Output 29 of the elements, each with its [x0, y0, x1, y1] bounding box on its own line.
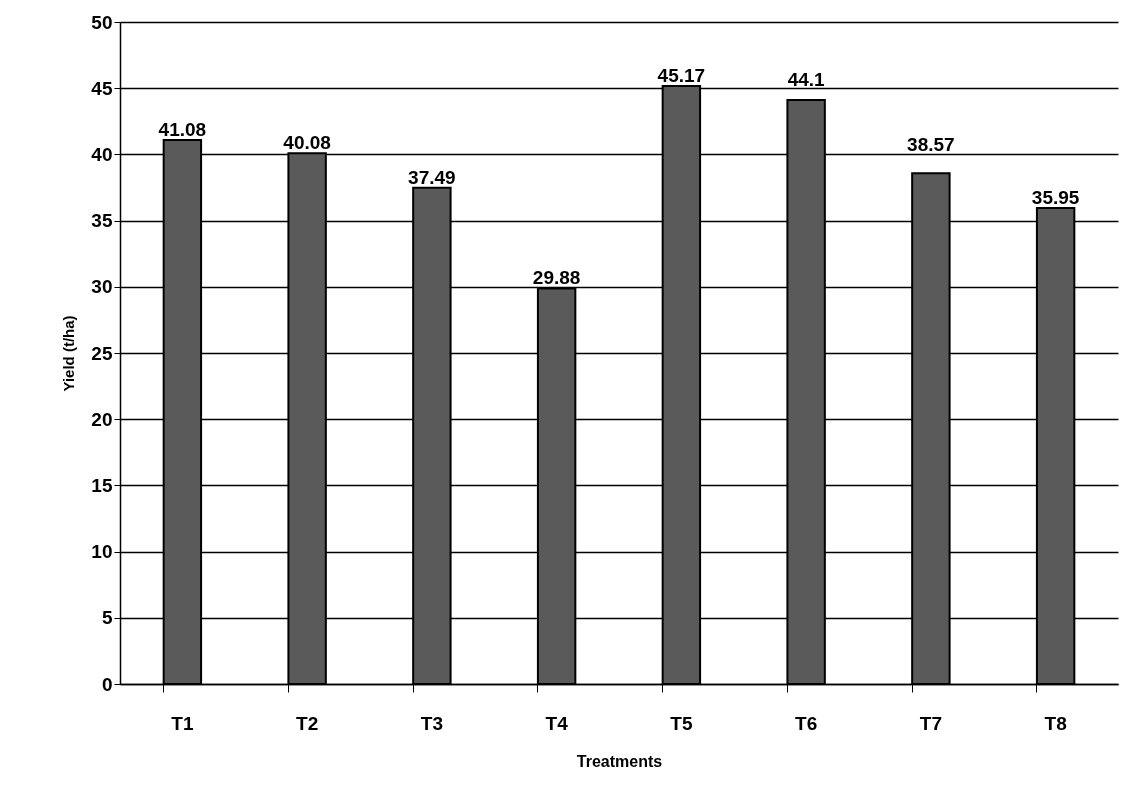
- y-tick-label: 0: [101, 673, 113, 695]
- x-tick-label: T6: [795, 712, 818, 734]
- x-tick-label: T2: [296, 712, 319, 734]
- x-axis-title: Treatments: [576, 752, 663, 770]
- x-tick-label: T3: [420, 712, 443, 734]
- data-label: 38.57: [907, 134, 955, 156]
- data-label: 40.08: [283, 132, 331, 154]
- data-label: 29.88: [532, 267, 581, 289]
- y-tick-label: 40: [91, 143, 113, 165]
- y-tick-label: 35: [91, 210, 113, 232]
- y-tick-label: 20: [91, 408, 113, 430]
- y-tick-label: 50: [91, 11, 113, 33]
- data-label: 37.49: [408, 166, 456, 188]
- x-tick-label: T4: [545, 712, 569, 734]
- y-tick-label: 25: [91, 342, 113, 364]
- data-label: 35.95: [1031, 187, 1080, 209]
- data-label: 41.08: [158, 119, 207, 141]
- x-tick-label: T1: [171, 712, 194, 734]
- y-tick-label: 5: [101, 607, 113, 629]
- y-axis-title: Yield (t/ha): [60, 315, 78, 392]
- data-label: 44.1: [787, 69, 826, 91]
- y-tick-label: 15: [91, 474, 113, 496]
- x-tick-label: T7: [919, 712, 942, 734]
- data-label: 45.17: [657, 64, 706, 86]
- x-tick-label: T5: [670, 712, 693, 734]
- x-tick-label: T8: [1044, 712, 1067, 734]
- y-tick-label: 45: [91, 77, 113, 99]
- y-tick-label: 10: [91, 541, 113, 563]
- y-tick-label: 30: [91, 276, 113, 298]
